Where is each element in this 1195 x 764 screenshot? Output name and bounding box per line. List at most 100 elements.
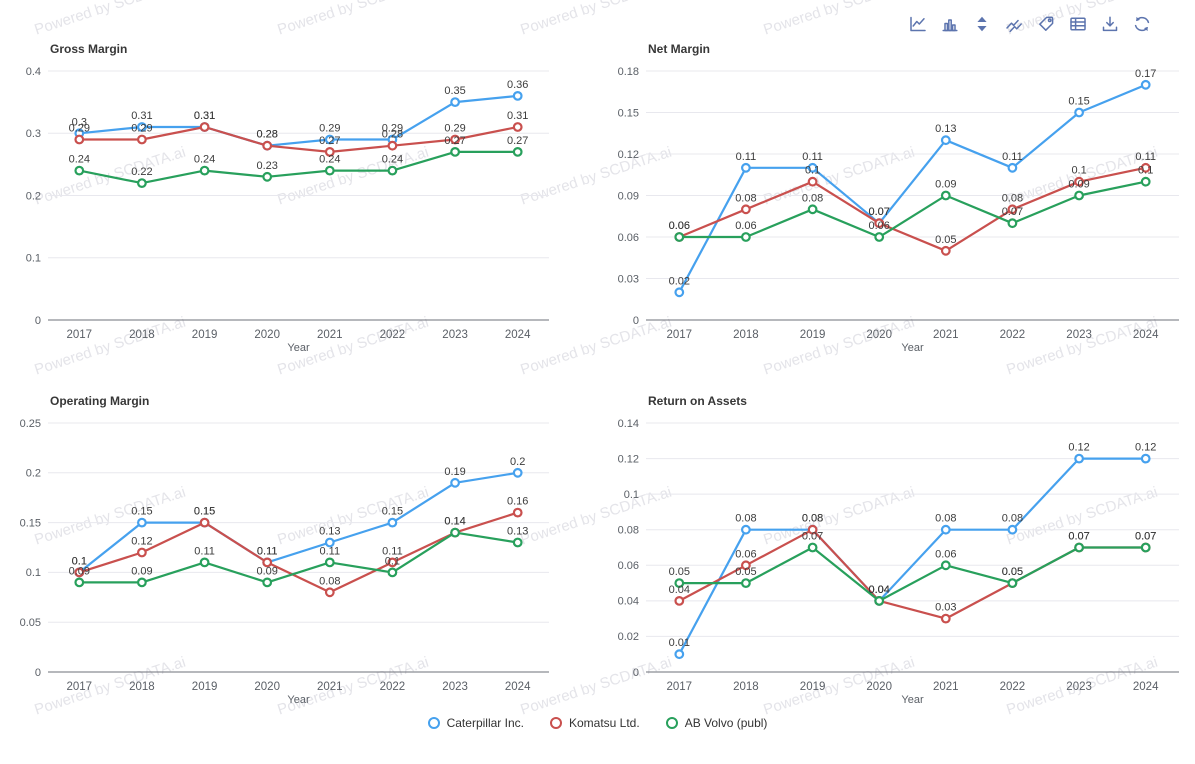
y-tick-label: 0 [633,315,639,327]
legend-item-1[interactable]: Caterpillar Inc. [427,716,524,730]
data-point [740,162,751,173]
chart-svg: 0 0.02 0.04 0.06 0.08 0.1 0.12 0.14 2017 2018 2019… [618,394,1179,706]
data-point [1074,107,1085,118]
chart-title: Return on Assets [648,394,747,408]
net-margin-chart: 0 0.03 0.06 0.09 0.12 0.15 0.18 2017 2018 2019 202… [598,40,1195,370]
tag-button[interactable] [1035,13,1057,35]
data-point [940,613,951,624]
data-label: 0.08 [319,575,340,587]
data-label: 0.27 [507,135,528,147]
bar-chart-button[interactable] [939,13,961,35]
x-tick-label: 2017 [67,681,93,693]
data-label: 0.07 [868,206,889,218]
data-label: 0.2 [510,456,525,468]
watermark-text: Powered by SCDATA.ai [32,0,188,39]
sort-updown-button[interactable] [971,13,993,35]
refresh-icon [1134,16,1150,32]
data-point [807,162,818,173]
data-point [324,537,335,548]
x-tick-label: 2023 [1066,329,1092,341]
data-label: 0.13 [935,123,956,135]
data-point [940,190,951,201]
download-button[interactable] [1099,13,1121,35]
y-tick-label: 0.06 [618,232,639,244]
table-button[interactable] [1067,13,1089,35]
data-label: 0.11 [736,151,757,163]
data-point [74,577,85,588]
data-point [199,557,210,568]
data-point [1140,453,1151,464]
data-point [807,542,818,553]
data-label: 0.08 [935,513,956,525]
data-point [199,517,210,528]
data-label: 0.29 [382,123,403,135]
data-point [512,122,523,132]
x-tick-label: 2019 [192,329,218,341]
x-tick-label: 2020 [866,681,892,693]
data-label: 0.35 [444,85,465,97]
y-tick-label: 0 [633,667,639,679]
data-point [874,232,885,242]
x-tick-label: 2020 [254,329,280,341]
data-label: 0.15 [131,506,152,518]
data-point [450,146,461,157]
table-icon [1070,17,1086,31]
data-point [387,557,398,568]
data-label: 0.12 [1135,442,1156,454]
data-point [512,537,523,548]
data-label: 0.06 [735,548,756,560]
line-chart-button[interactable] [907,13,929,35]
data-point [512,146,523,157]
data-label: 0.06 [735,220,756,232]
data-point [450,97,461,107]
y-tick-label: 0.3 [26,128,41,140]
data-label: 0.11 [194,545,215,557]
x-axis-title: Year [287,342,310,354]
data-label: 0.05 [735,566,756,578]
refresh-button[interactable] [1131,13,1153,35]
legend-item-2[interactable]: Komatsu Ltd. [549,716,640,730]
data-point [1007,218,1018,229]
data-point [674,649,685,660]
y-tick-label: 0.2 [26,468,41,480]
y-tick-label: 0.25 [20,418,41,430]
series-ab-volvo-publ- [674,176,1151,242]
data-label: 0.07 [1135,531,1156,543]
data-point [450,134,461,145]
data-label: 0.13 [507,526,528,538]
x-tick-label: 2019 [800,681,826,693]
trend-lines-icon [1006,19,1022,33]
series-ab-volvo-publ- [74,146,523,189]
data-labels: 0.02 0.11 0.11 0.07 0.13 0.11 0.15 0.17 0.06 0.08… [669,68,1157,287]
data-label: 0.28 [382,129,403,141]
data-point [74,567,85,578]
data-label: 0.07 [1135,531,1156,543]
data-label: 0.29 [69,123,90,135]
legend-item-3[interactable]: AB Volvo (publ) [665,716,767,730]
y-tick-label: 0.09 [618,190,639,202]
data-label: 0.04 [868,584,889,596]
x-tick-label: 2020 [866,329,892,341]
data-label: 0.11 [802,151,823,163]
data-label: 0.07 [868,206,889,218]
data-point [199,122,210,132]
data-label: 0.31 [194,110,215,122]
data-point [324,165,335,176]
data-point [324,134,335,145]
chart-title: Gross Margin [50,42,127,56]
x-tick-label: 2017 [67,329,93,341]
series-ab-volvo-publ- [674,542,1151,606]
data-label: 0.07 [802,531,823,543]
data-point [136,122,147,132]
y-axis: 0 0.05 0.1 0.15 0.2 0.25 [20,418,549,679]
data-point [324,146,335,157]
x-axis-title: Year [287,694,310,706]
x-tick-label: 2018 [733,329,759,341]
data-label: 0.1 [385,555,400,567]
data-label: 0.27 [319,135,340,147]
data-point [674,595,685,606]
x-tick-label: 2023 [442,329,468,341]
trend-lines-button[interactable] [1003,13,1025,35]
x-tick-label: 2024 [1133,329,1159,341]
